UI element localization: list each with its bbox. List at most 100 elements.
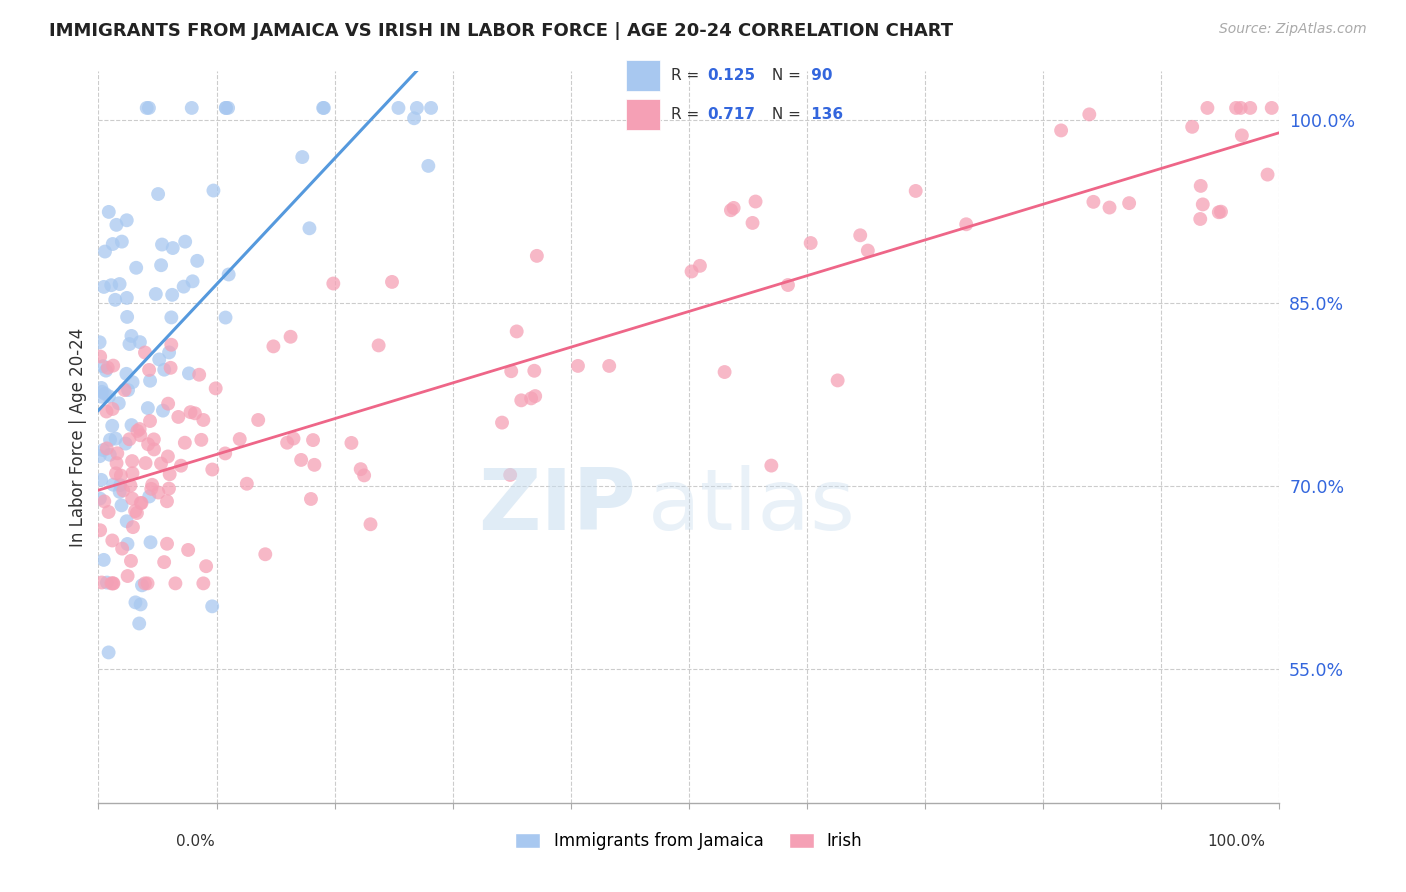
Point <box>121 454 143 468</box>
Point <box>97 205 120 219</box>
Point <box>387 101 409 115</box>
Point <box>1050 123 1073 137</box>
Point <box>800 235 823 250</box>
Point <box>262 339 284 353</box>
Point <box>193 576 215 591</box>
Point <box>523 364 546 378</box>
Point <box>162 241 184 255</box>
Point <box>136 576 159 591</box>
Point <box>201 599 224 614</box>
Point <box>157 397 180 411</box>
Point <box>121 467 143 481</box>
Point <box>138 363 160 377</box>
Point <box>720 203 742 218</box>
Point <box>135 101 157 115</box>
Bar <box>627 99 661 130</box>
Point <box>291 150 314 164</box>
Point <box>138 490 160 504</box>
Point <box>856 244 879 258</box>
Text: IMMIGRANTS FROM JAMAICA VS IRISH IN LABOR FORCE | AGE 20-24 CORRELATION CHART: IMMIGRANTS FROM JAMAICA VS IRISH IN LABO… <box>49 22 953 40</box>
Point <box>167 409 190 424</box>
Point <box>157 482 180 496</box>
Point <box>1098 201 1121 215</box>
Point <box>681 264 703 278</box>
Text: Source: ZipAtlas.com: Source: ZipAtlas.com <box>1219 22 1367 37</box>
Point <box>112 483 135 498</box>
Point <box>120 329 142 343</box>
Bar <box>627 61 661 91</box>
Point <box>90 575 112 590</box>
Text: 136: 136 <box>806 107 844 122</box>
Text: R =: R = <box>671 107 704 122</box>
Point <box>115 213 138 227</box>
Point <box>96 404 118 418</box>
Point <box>128 616 150 631</box>
Point <box>117 383 139 397</box>
Point <box>160 288 183 302</box>
Point <box>94 244 117 259</box>
Point <box>148 485 170 500</box>
Point <box>101 576 124 591</box>
Point <box>1239 101 1261 115</box>
Point <box>90 390 112 404</box>
Point <box>150 457 173 471</box>
Point <box>115 291 138 305</box>
Point <box>131 496 153 510</box>
Point <box>90 381 112 395</box>
Text: 0.125: 0.125 <box>707 68 755 83</box>
Point <box>134 345 156 359</box>
Point <box>1230 128 1253 143</box>
Point <box>122 520 145 534</box>
Point <box>1189 178 1212 193</box>
Point <box>89 350 111 364</box>
Point <box>367 338 389 352</box>
Point <box>93 494 115 508</box>
Point <box>134 576 156 591</box>
Point <box>145 287 167 301</box>
Point <box>381 275 404 289</box>
Point <box>124 504 146 518</box>
Text: atlas: atlas <box>648 465 856 548</box>
Point <box>524 389 547 403</box>
Point <box>214 446 236 460</box>
Point <box>159 467 181 482</box>
Point <box>302 433 325 447</box>
Point <box>108 277 131 291</box>
Point <box>1209 204 1232 219</box>
Point <box>202 184 225 198</box>
Point <box>89 491 111 506</box>
Point <box>214 310 236 325</box>
Point <box>849 228 872 243</box>
Point <box>89 449 111 463</box>
Point <box>180 101 202 115</box>
Point <box>114 436 136 450</box>
Point <box>156 537 179 551</box>
Point <box>312 101 335 115</box>
Point <box>1118 196 1140 211</box>
Point <box>90 473 112 487</box>
Point <box>304 458 326 472</box>
Point <box>148 352 170 367</box>
Point <box>406 101 429 115</box>
Point <box>110 468 132 483</box>
Point <box>1225 101 1247 115</box>
Point <box>510 393 533 408</box>
Point <box>129 428 152 442</box>
Point <box>193 413 215 427</box>
Point <box>136 437 159 451</box>
Point <box>98 433 121 447</box>
Point <box>105 218 128 232</box>
Point <box>121 375 143 389</box>
Point <box>103 576 125 591</box>
Point <box>229 432 252 446</box>
Point <box>129 496 152 510</box>
Y-axis label: In Labor Force | Age 20-24: In Labor Force | Age 20-24 <box>69 327 87 547</box>
Point <box>98 389 121 403</box>
Point <box>101 401 124 416</box>
Point <box>117 569 139 583</box>
Point <box>420 101 443 115</box>
Point <box>107 396 129 410</box>
Point <box>156 494 179 508</box>
Point <box>127 424 149 438</box>
Point <box>312 101 335 115</box>
